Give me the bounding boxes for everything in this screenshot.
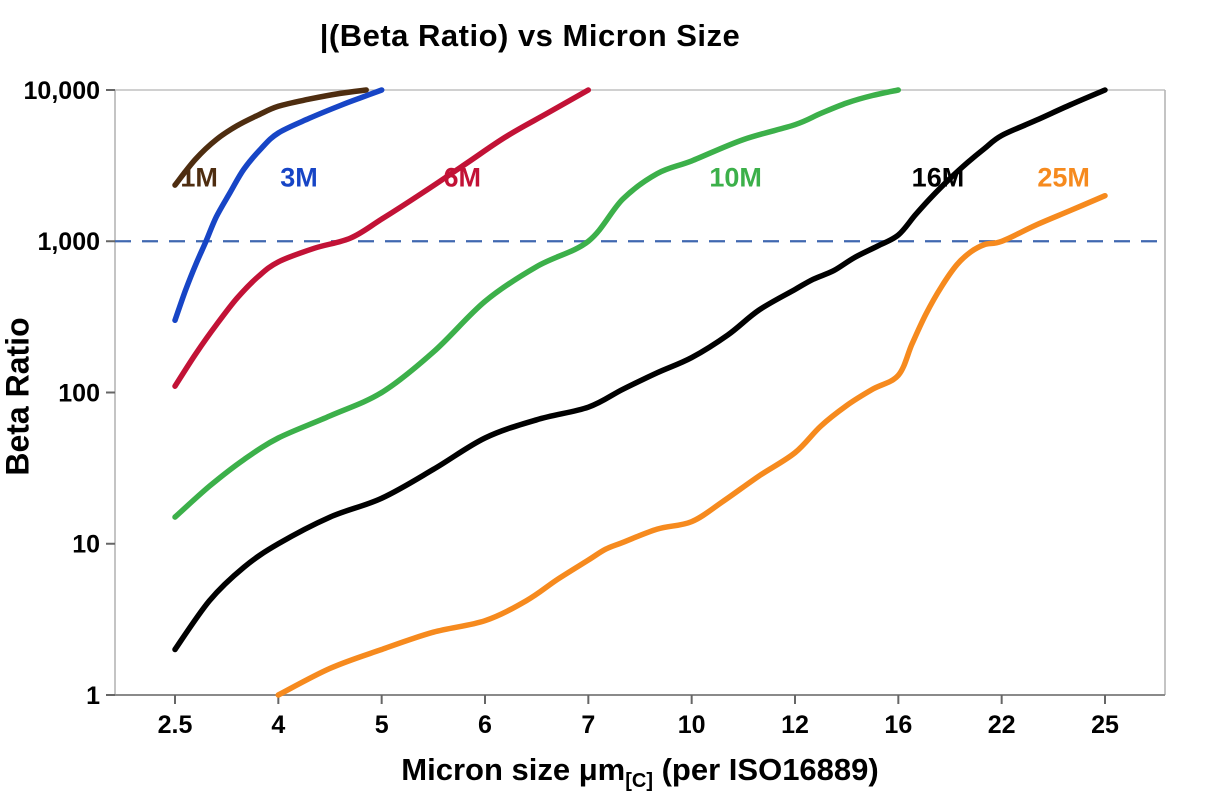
series-line-25M [275,192,1108,698]
series-line-1M [172,87,369,188]
series-label-6M: 6M [444,163,482,193]
x-tick-label-10: 10 [678,711,706,739]
x-tick-label-6: 6 [478,711,492,739]
series-label-1M: 1M [180,163,218,193]
series-line-16M [172,87,1108,653]
y-tick-label-1: 1 [86,682,100,710]
x-axis-title-rest: (per ISO16889) [653,752,879,787]
y-tick-label-1,000: 1,000 [37,228,100,256]
x-tick-label-2.5: 2.5 [158,711,193,739]
chart-title: |(Beta Ratio) vs Micron Size [319,18,741,53]
x-axis-title: Micron size μm[C] (per ISO16889) [115,752,1165,793]
y-tick-label-10,000: 10,000 [24,77,100,105]
series-label-10M: 10M [709,163,762,193]
y-tick-label-100: 100 [58,379,100,407]
x-tick-label-12: 12 [781,711,809,739]
series-label-25M: 25M [1037,163,1090,193]
x-tick-label-16: 16 [884,711,912,739]
y-tick-label-10: 10 [72,531,100,559]
series-line-3M [172,87,385,324]
x-axis-title-main: Micron size μm [401,752,626,787]
x-tick-label-25: 25 [1091,711,1119,739]
series-line-6M [172,87,592,389]
x-tick-label-5: 5 [375,711,389,739]
series-label-16M: 16M [912,163,965,193]
x-tick-label-7: 7 [581,711,595,739]
x-tick-label-22: 22 [988,711,1016,739]
x-axis-title-sub: [C] [625,770,653,793]
series-label-3M: 3M [280,163,318,193]
series-line-10M [172,87,902,520]
x-tick-label-4: 4 [271,711,285,739]
